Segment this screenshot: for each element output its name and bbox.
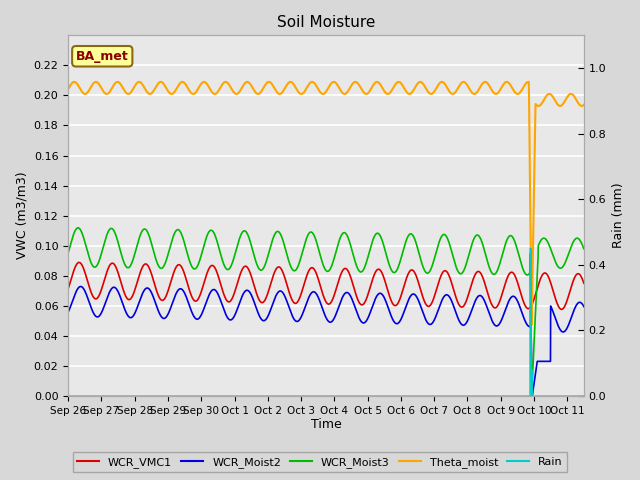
X-axis label: Time: Time xyxy=(310,419,341,432)
Y-axis label: VWC (m3/m3): VWC (m3/m3) xyxy=(15,172,28,259)
Title: Soil Moisture: Soil Moisture xyxy=(277,15,375,30)
Text: BA_met: BA_met xyxy=(76,50,129,63)
Legend: WCR_VMC1, WCR_Moist2, WCR_Moist3, Theta_moist, Rain: WCR_VMC1, WCR_Moist2, WCR_Moist3, Theta_… xyxy=(72,452,568,472)
Y-axis label: Rain (mm): Rain (mm) xyxy=(612,183,625,249)
